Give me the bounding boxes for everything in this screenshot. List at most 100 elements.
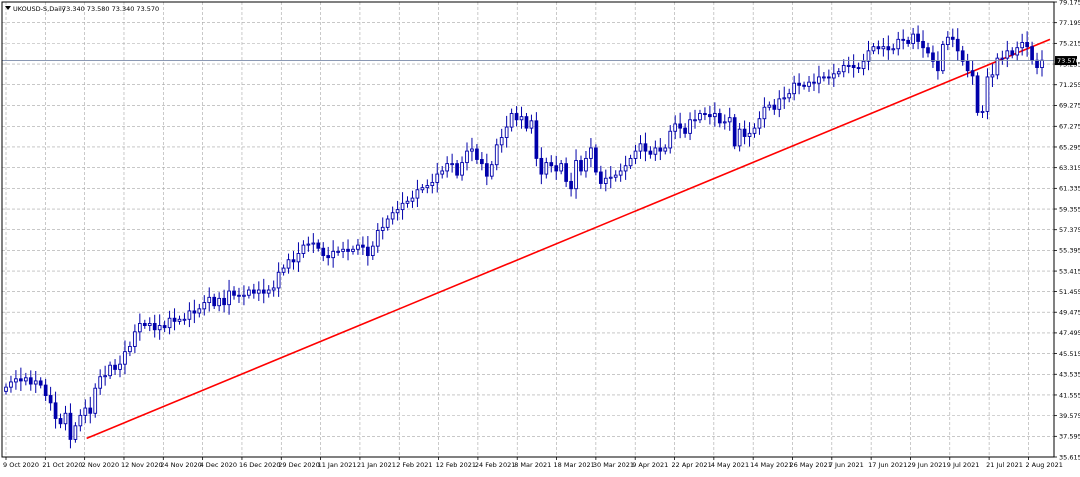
- candle: [985, 68, 990, 120]
- candle-body: [827, 76, 831, 79]
- candle-body: [306, 243, 311, 246]
- candle-body: [926, 47, 930, 54]
- y-tick-label: 55.395: [1059, 247, 1080, 255]
- candle: [936, 51, 940, 80]
- candle-body: [311, 242, 316, 245]
- candle: [356, 238, 360, 255]
- x-tick-label: 12 Nov 2020: [121, 461, 163, 469]
- candle: [896, 31, 901, 56]
- candle: [549, 155, 554, 173]
- candle-body: [742, 128, 747, 137]
- candle: [509, 108, 514, 132]
- candle: [405, 196, 410, 208]
- candle: [281, 264, 286, 276]
- candle: [1000, 50, 1005, 65]
- candle: [331, 240, 336, 268]
- candle-body: [638, 143, 643, 152]
- candle: [856, 62, 861, 74]
- candle: [1040, 50, 1044, 77]
- candle-body: [232, 290, 236, 296]
- candle: [217, 292, 221, 312]
- candle-body: [767, 104, 772, 108]
- candle-body: [48, 395, 53, 404]
- candle: [251, 283, 256, 299]
- trendline-layer: [86, 38, 1051, 440]
- candle: [470, 137, 474, 162]
- candle: [817, 65, 821, 94]
- candle: [296, 242, 301, 272]
- candle: [301, 240, 306, 258]
- trendline[interactable]: [86, 38, 1051, 440]
- candle: [9, 375, 13, 393]
- candle-body: [212, 296, 217, 307]
- candle-body: [316, 242, 321, 249]
- candle-body: [207, 296, 212, 304]
- candle-body: [425, 185, 430, 189]
- candle: [628, 154, 633, 170]
- candle: [708, 105, 712, 125]
- candle-body: [851, 65, 856, 68]
- candle: [73, 422, 78, 443]
- candle-body: [524, 116, 529, 129]
- candle: [965, 53, 970, 78]
- candle-body: [192, 310, 197, 314]
- candle-body: [1035, 59, 1039, 68]
- candle-body: [643, 143, 648, 152]
- candle: [792, 75, 797, 101]
- candle: [941, 40, 945, 74]
- y-tick-label: 59.355: [1059, 205, 1080, 213]
- candle-body: [896, 38, 901, 50]
- candle-body: [281, 267, 286, 273]
- candle-body: [217, 297, 221, 307]
- candle: [1005, 40, 1010, 68]
- candle: [494, 138, 499, 171]
- x-tick-label: 4 May 2021: [711, 461, 749, 469]
- candle: [187, 302, 192, 328]
- candle: [668, 125, 673, 154]
- candle: [480, 152, 484, 171]
- candle-body: [187, 310, 192, 320]
- candle: [802, 81, 806, 90]
- candle-body: [737, 128, 742, 147]
- candle-body: [172, 317, 177, 322]
- y-tick-label: 41.555: [1059, 391, 1080, 399]
- candle-body: [440, 170, 445, 175]
- candle-body: [648, 150, 653, 155]
- candle: [395, 200, 400, 221]
- candle-body: [494, 144, 499, 166]
- candle: [554, 155, 559, 180]
- candle: [841, 59, 846, 78]
- candle: [346, 239, 350, 261]
- candle-body: [286, 259, 291, 269]
- candle-body: [237, 294, 241, 297]
- candle-body: [708, 114, 712, 118]
- x-axis: 9 Oct 2020 21 Oct 2020 2 Nov 2020 12 Nov 20…: [3, 457, 1063, 469]
- candle-body: [470, 148, 474, 152]
- candle-body: [703, 113, 707, 115]
- candle: [911, 27, 915, 50]
- current-price-box: [1055, 56, 1077, 66]
- dropdown-triangle-icon[interactable]: [5, 6, 11, 10]
- candle: [921, 30, 925, 58]
- candle: [688, 112, 692, 141]
- candle-body: [271, 287, 276, 291]
- candle-body: [361, 244, 365, 248]
- candle: [256, 281, 261, 301]
- y-tick-label: 45.515: [1059, 350, 1080, 358]
- candle-body: [980, 110, 985, 113]
- candle-body: [301, 244, 306, 254]
- candle-body: [1020, 42, 1025, 49]
- candle: [812, 73, 816, 92]
- candle: [861, 53, 866, 76]
- candle: [698, 109, 702, 124]
- candle-body: [227, 290, 231, 306]
- x-tick-label: 26 May 2021: [789, 461, 831, 469]
- candle-body: [831, 73, 836, 79]
- header: UKOUSD-S,Daily 73.340 73.580 73.340 73.5…: [5, 5, 159, 13]
- candle: [648, 146, 653, 159]
- candle-body: [435, 173, 440, 183]
- candle-body: [53, 402, 58, 419]
- x-tick-label: 7 Jun 2021: [829, 461, 864, 469]
- candle: [351, 245, 355, 255]
- candle: [663, 144, 668, 155]
